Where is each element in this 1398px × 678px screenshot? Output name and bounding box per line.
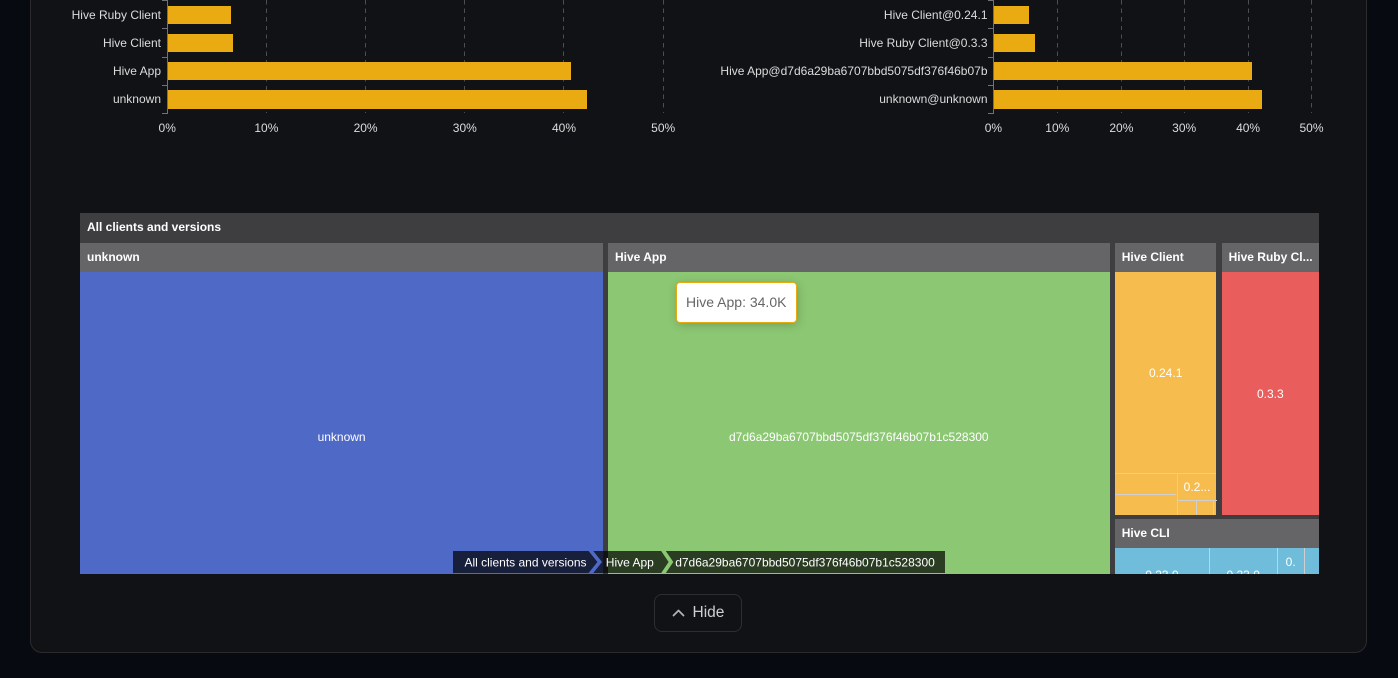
svg-text:d7d6a29ba6707bbd5075df376f46b0: d7d6a29ba6707bbd5075df376f46b07b1c528300 — [675, 556, 935, 570]
svg-text:Hive App: Hive App — [606, 556, 654, 570]
svg-text:All clients and versions: All clients and versions — [464, 556, 586, 570]
